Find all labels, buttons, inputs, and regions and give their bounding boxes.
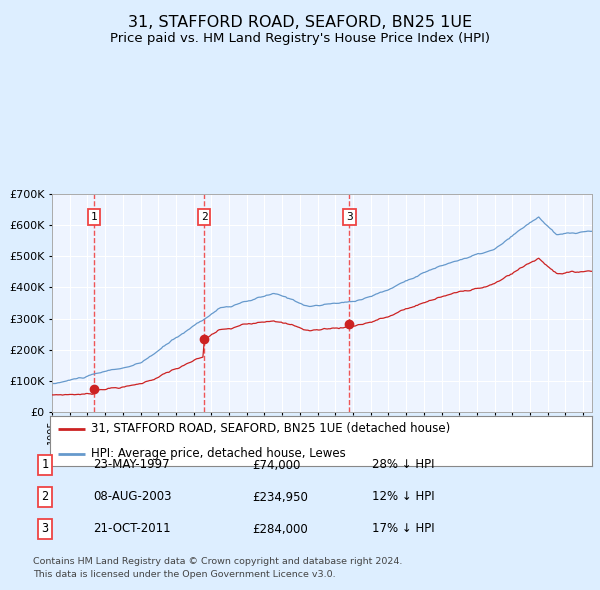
Text: 31, STAFFORD ROAD, SEAFORD, BN25 1UE: 31, STAFFORD ROAD, SEAFORD, BN25 1UE [128, 15, 472, 30]
Text: £74,000: £74,000 [252, 458, 301, 471]
Text: 1: 1 [91, 212, 98, 222]
Text: 31, STAFFORD ROAD, SEAFORD, BN25 1UE (detached house): 31, STAFFORD ROAD, SEAFORD, BN25 1UE (de… [91, 422, 450, 435]
Text: 2: 2 [201, 212, 208, 222]
Text: 3: 3 [41, 523, 49, 536]
Text: 12% ↓ HPI: 12% ↓ HPI [372, 490, 434, 503]
Text: This data is licensed under the Open Government Licence v3.0.: This data is licensed under the Open Gov… [33, 571, 335, 579]
Text: Contains HM Land Registry data © Crown copyright and database right 2024.: Contains HM Land Registry data © Crown c… [33, 558, 403, 566]
Text: 17% ↓ HPI: 17% ↓ HPI [372, 523, 434, 536]
Text: £284,000: £284,000 [252, 523, 308, 536]
Text: 08-AUG-2003: 08-AUG-2003 [93, 490, 172, 503]
Text: 21-OCT-2011: 21-OCT-2011 [93, 523, 170, 536]
Text: Price paid vs. HM Land Registry's House Price Index (HPI): Price paid vs. HM Land Registry's House … [110, 32, 490, 45]
Text: £234,950: £234,950 [252, 490, 308, 503]
Text: 2: 2 [41, 490, 49, 503]
Text: 1: 1 [41, 458, 49, 471]
Text: 23-MAY-1997: 23-MAY-1997 [93, 458, 170, 471]
Text: 3: 3 [346, 212, 353, 222]
Text: 28% ↓ HPI: 28% ↓ HPI [372, 458, 434, 471]
Text: HPI: Average price, detached house, Lewes: HPI: Average price, detached house, Lewe… [91, 447, 346, 460]
